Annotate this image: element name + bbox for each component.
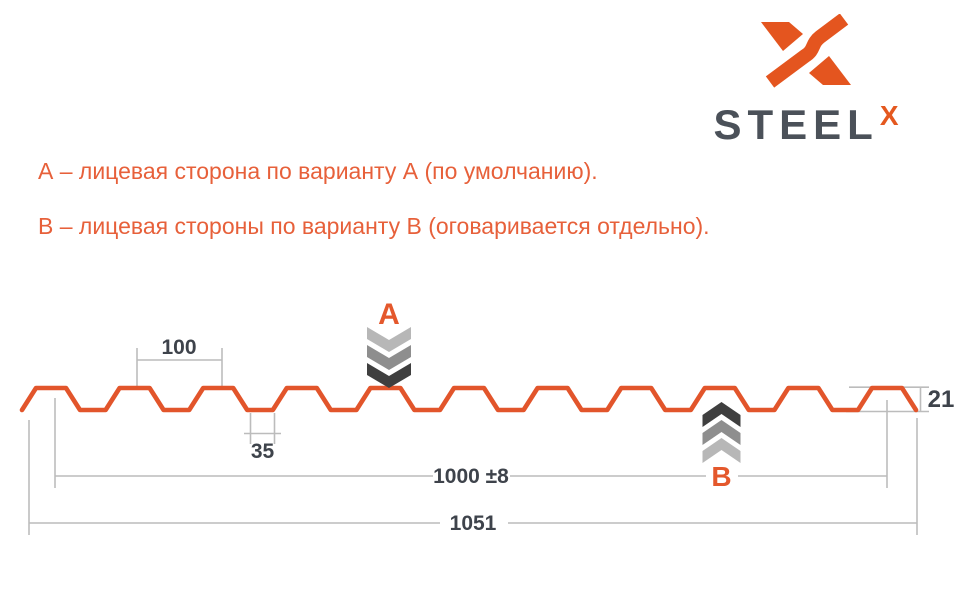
dimension-working-width: 1000 ±8 [54,398,888,488]
marker-a-letter: А [378,298,400,331]
dimension-rib-pitch: 100 [136,336,223,387]
dim-label-35: 35 [251,440,275,463]
dim-label-21: 21 [928,386,955,413]
logo-text-x: X [879,100,899,131]
marker-b: В [702,402,741,492]
chevron-up-icon [702,402,741,427]
chevron-down-icon [367,363,411,388]
dim-label-1051: 1051 [450,512,497,535]
dim-label-100: 100 [161,336,196,359]
logo-text-steel: STEEL [713,101,879,148]
chevron-up-icon [702,438,741,463]
logo-mark-bottom-right-arm [809,56,851,85]
chevron-down-icon [367,327,411,352]
marker-b-letter: В [711,461,731,492]
note-variant-b: В – лицевая стороны по варианту В (огова… [38,213,710,239]
chevron-down-icon [367,345,411,370]
logo-wordmark: STEELX [697,102,915,146]
corrugated-profile-outline [19,385,919,413]
steelx-logo: STEELX [697,14,915,146]
note-variant-a: А – лицевая сторона по варианту А (по ум… [38,158,598,184]
steelx-logo-mark-icon [761,14,851,88]
logo-mark-top-left-arm [761,22,803,51]
dim-label-1000: 1000 ±8 [433,465,509,488]
logo-mark-s-stroke [765,14,849,88]
dimension-full-width: 1051 [28,418,918,535]
marker-a: А [367,298,411,388]
dimension-rib-bottom: 35 [244,413,281,463]
chevron-up-icon [702,420,741,445]
